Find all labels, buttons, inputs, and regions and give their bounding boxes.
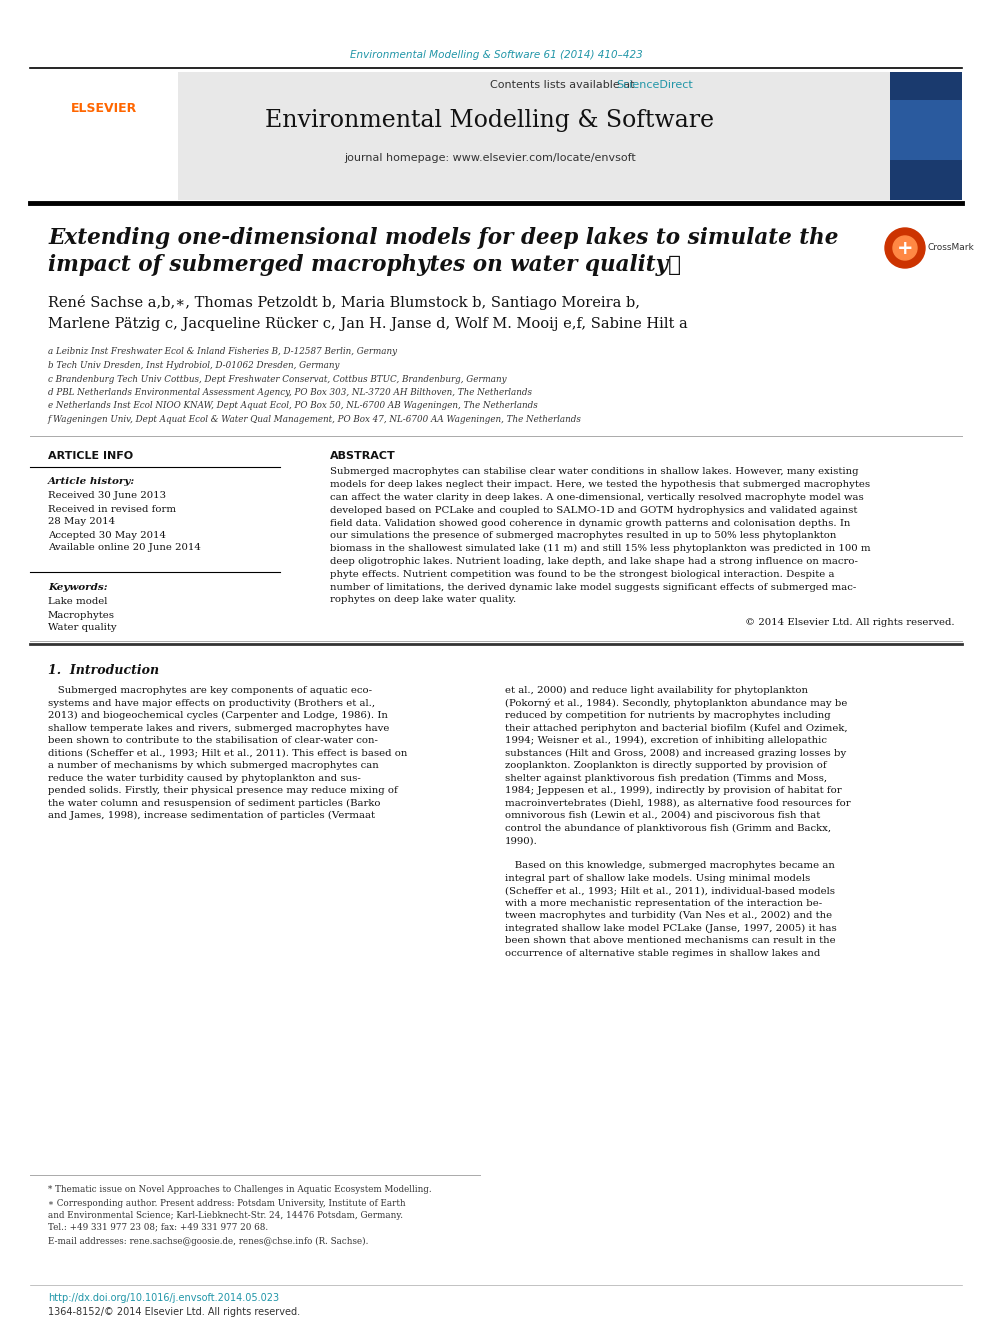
- Text: Accepted 30 May 2014: Accepted 30 May 2014: [48, 531, 166, 540]
- Text: biomass in the shallowest simulated lake (11 m) and still 15% less phytoplankton: biomass in the shallowest simulated lake…: [330, 544, 871, 553]
- Text: deep oligotrophic lakes. Nutrient loading, lake depth, and lake shape had a stro: deep oligotrophic lakes. Nutrient loadin…: [330, 557, 858, 566]
- Text: with a more mechanistic representation of the interaction be-: with a more mechanistic representation o…: [505, 898, 822, 908]
- Text: and James, 1998), increase sedimentation of particles (Vermaat: and James, 1998), increase sedimentation…: [48, 811, 375, 820]
- Text: Article history:: Article history:: [48, 478, 135, 487]
- Text: Environmental Modelling & Software 61 (2014) 410–423: Environmental Modelling & Software 61 (2…: [349, 50, 643, 60]
- Text: +: +: [897, 238, 914, 258]
- Text: Lake model: Lake model: [48, 598, 107, 606]
- Text: d PBL Netherlands Environmental Assessment Agency, PO Box 303, NL-3720 AH Biltho: d PBL Netherlands Environmental Assessme…: [48, 388, 532, 397]
- Text: René Sachse a,b,∗, Thomas Petzoldt b, Maria Blumstock b, Santiago Moreira b,: René Sachse a,b,∗, Thomas Petzoldt b, Ma…: [48, 295, 640, 310]
- Text: integral part of shallow lake models. Using minimal models: integral part of shallow lake models. Us…: [505, 873, 810, 882]
- Text: © 2014 Elsevier Ltd. All rights reserved.: © 2014 Elsevier Ltd. All rights reserved…: [745, 618, 955, 627]
- Text: phyte effects. Nutrient competition was found to be the strongest biological int: phyte effects. Nutrient competition was …: [330, 570, 834, 579]
- Text: (Pokorný et al., 1984). Secondly, phytoplankton abundance may be: (Pokorný et al., 1984). Secondly, phyto…: [505, 699, 847, 708]
- Text: models for deep lakes neglect their impact. Here, we tested the hypothesis that : models for deep lakes neglect their impa…: [330, 480, 870, 490]
- Text: been shown to contribute to the stabilisation of clear-water con-: been shown to contribute to the stabilis…: [48, 737, 378, 745]
- Text: Available online 20 June 2014: Available online 20 June 2014: [48, 544, 200, 553]
- Text: ∗ Corresponding author. Present address: Potsdam University, Institute of Earth: ∗ Corresponding author. Present address:…: [48, 1199, 406, 1208]
- Text: tween macrophytes and turbidity (Van Nes et al., 2002) and the: tween macrophytes and turbidity (Van Nes…: [505, 912, 832, 921]
- Text: Submerged macrophytes can stabilise clear water conditions in shallow lakes. How: Submerged macrophytes can stabilise clea…: [330, 467, 858, 476]
- Text: E-mail addresses: rene.sachse@goosie.de, renes@chse.info (R. Sachse).: E-mail addresses: rene.sachse@goosie.de,…: [48, 1237, 368, 1245]
- Text: rophytes on deep lake water quality.: rophytes on deep lake water quality.: [330, 595, 516, 605]
- Text: ditions (Scheffer et al., 1993; Hilt et al., 2011). This effect is based on: ditions (Scheffer et al., 1993; Hilt et …: [48, 749, 408, 758]
- Text: CrossMark: CrossMark: [928, 243, 975, 253]
- Text: b Tech Univ Dresden, Inst Hydrobiol, D-01062 Dresden, Germany: b Tech Univ Dresden, Inst Hydrobiol, D-0…: [48, 361, 339, 370]
- Text: macroinvertebrates (Diehl, 1988), as alternative food resources for: macroinvertebrates (Diehl, 1988), as alt…: [505, 799, 850, 808]
- Text: 1994; Weisner et al., 1994), excretion of inhibiting allelopathic: 1994; Weisner et al., 1994), excretion o…: [505, 736, 827, 745]
- Text: 28 May 2014: 28 May 2014: [48, 517, 115, 527]
- Text: our simulations the presence of submerged macrophytes resulted in up to 50% less: our simulations the presence of submerge…: [330, 532, 836, 541]
- Text: (Scheffer et al., 1993; Hilt et al., 2011), individual-based models: (Scheffer et al., 1993; Hilt et al., 201…: [505, 886, 835, 896]
- Bar: [890, 71, 962, 200]
- Text: Contents lists available at: Contents lists available at: [490, 79, 638, 90]
- Text: ELSEVIER: ELSEVIER: [70, 102, 137, 115]
- Circle shape: [885, 228, 925, 269]
- Text: 1984; Jeppesen et al., 1999), indirectly by provision of habitat for: 1984; Jeppesen et al., 1999), indirectly…: [505, 786, 841, 795]
- Text: zooplankton. Zooplankton is directly supported by provision of: zooplankton. Zooplankton is directly sup…: [505, 761, 826, 770]
- Text: Based on this knowledge, submerged macrophytes became an: Based on this knowledge, submerged macro…: [505, 861, 835, 871]
- Text: ARTICLE INFO: ARTICLE INFO: [48, 451, 133, 460]
- Text: reduced by competition for nutrients by macrophytes including: reduced by competition for nutrients by …: [505, 712, 830, 720]
- Text: 1.  Introduction: 1. Introduction: [48, 664, 159, 677]
- Text: Submerged macrophytes are key components of aquatic eco-: Submerged macrophytes are key components…: [48, 687, 372, 696]
- Text: Water quality: Water quality: [48, 623, 117, 632]
- Text: Keywords:: Keywords:: [48, 583, 107, 593]
- Text: Tel.: +49 331 977 23 08; fax: +49 331 977 20 68.: Tel.: +49 331 977 23 08; fax: +49 331 97…: [48, 1222, 268, 1232]
- Text: a number of mechanisms by which submerged macrophytes can: a number of mechanisms by which submerge…: [48, 761, 379, 770]
- Text: systems and have major effects on productivity (Brothers et al.,: systems and have major effects on produc…: [48, 699, 375, 708]
- Text: Received in revised form: Received in revised form: [48, 504, 177, 513]
- Text: Environmental Modelling & Software: Environmental Modelling & Software: [266, 108, 714, 131]
- Text: 2013) and biogeochemical cycles (Carpenter and Lodge, 1986). In: 2013) and biogeochemical cycles (Carpent…: [48, 712, 388, 720]
- Text: 1990).: 1990).: [505, 836, 538, 845]
- Text: been shown that above mentioned mechanisms can result in the: been shown that above mentioned mechanis…: [505, 937, 835, 946]
- Text: pended solids. Firstly, their physical presence may reduce mixing of: pended solids. Firstly, their physical p…: [48, 786, 398, 795]
- Text: Received 30 June 2013: Received 30 June 2013: [48, 492, 166, 500]
- Text: et al., 2000) and reduce light availability for phytoplankton: et al., 2000) and reduce light availabil…: [505, 687, 808, 696]
- Text: field data. Validation showed good coherence in dynamic growth patterns and colo: field data. Validation showed good coher…: [330, 519, 850, 528]
- Text: omnivorous fish (Lewin et al., 2004) and piscivorous fish that: omnivorous fish (Lewin et al., 2004) and…: [505, 811, 820, 820]
- Text: e Netherlands Inst Ecol NIOO KNAW, Dept Aquat Ecol, PO Box 50, NL-6700 AB Wageni: e Netherlands Inst Ecol NIOO KNAW, Dept …: [48, 401, 538, 410]
- Text: Macrophytes: Macrophytes: [48, 610, 115, 619]
- Text: journal homepage: www.elsevier.com/locate/envsoft: journal homepage: www.elsevier.com/locat…: [344, 153, 636, 163]
- Text: the water column and resuspension of sediment particles (Barko: the water column and resuspension of sed…: [48, 799, 381, 808]
- Text: shallow temperate lakes and rivers, submerged macrophytes have: shallow temperate lakes and rivers, subm…: [48, 724, 390, 733]
- Text: can affect the water clarity in deep lakes. A one-dimensional, vertically resolv: can affect the water clarity in deep lak…: [330, 493, 864, 503]
- Text: developed based on PCLake and coupled to SALMO-1D and GOTM hydrophysics and vali: developed based on PCLake and coupled to…: [330, 505, 857, 515]
- Text: a Leibniz Inst Freshwater Ecol & Inland Fisheries B, D-12587 Berlin, Germany: a Leibniz Inst Freshwater Ecol & Inland …: [48, 348, 397, 356]
- Text: substances (Hilt and Gross, 2008) and increased grazing losses by: substances (Hilt and Gross, 2008) and in…: [505, 749, 846, 758]
- Text: occurrence of alternative stable regimes in shallow lakes and: occurrence of alternative stable regimes…: [505, 949, 820, 958]
- Text: * Thematic issue on Novel Approaches to Challenges in Aquatic Ecosystem Modellin: * Thematic issue on Novel Approaches to …: [48, 1185, 432, 1195]
- Text: reduce the water turbidity caused by phytoplankton and sus-: reduce the water turbidity caused by phy…: [48, 774, 361, 783]
- Text: 1364-8152/© 2014 Elsevier Ltd. All rights reserved.: 1364-8152/© 2014 Elsevier Ltd. All right…: [48, 1307, 301, 1316]
- Text: Marlene Pätzig c, Jacqueline Rücker c, Jan H. Janse d, Wolf M. Mooij e,f, Sabine: Marlene Pätzig c, Jacqueline Rücker c, J…: [48, 318, 687, 331]
- Text: ABSTRACT: ABSTRACT: [330, 451, 396, 460]
- Text: shelter against planktivorous fish predation (Timms and Moss,: shelter against planktivorous fish preda…: [505, 774, 827, 783]
- Bar: [30, 71, 962, 200]
- Text: ScienceDirect: ScienceDirect: [616, 79, 692, 90]
- Text: number of limitations, the derived dynamic lake model suggests significant effec: number of limitations, the derived dynam…: [330, 582, 856, 591]
- Text: http://dx.doi.org/10.1016/j.envsoft.2014.05.023: http://dx.doi.org/10.1016/j.envsoft.2014…: [48, 1293, 279, 1303]
- Text: c Brandenburg Tech Univ Cottbus, Dept Freshwater Conservat, Cottbus BTUC, Brande: c Brandenburg Tech Univ Cottbus, Dept Fr…: [48, 374, 507, 384]
- Text: their attached periphyton and bacterial biofilm (Kufel and Ozimek,: their attached periphyton and bacterial …: [505, 724, 847, 733]
- Text: f Wageningen Univ, Dept Aquat Ecol & Water Qual Management, PO Box 47, NL-6700 A: f Wageningen Univ, Dept Aquat Ecol & Wat…: [48, 415, 582, 423]
- Text: integrated shallow lake model PCLake (Janse, 1997, 2005) it has: integrated shallow lake model PCLake (Ja…: [505, 923, 836, 933]
- Bar: [890, 101, 962, 160]
- Text: control the abundance of planktivorous fish (Grimm and Backx,: control the abundance of planktivorous f…: [505, 824, 831, 833]
- Text: and Environmental Science; Karl-Liebknecht-Str. 24, 14476 Potsdam, Germany.: and Environmental Science; Karl-Liebknec…: [48, 1211, 403, 1220]
- Bar: [30, 71, 178, 200]
- Text: Extending one-dimensional models for deep lakes to simulate the: Extending one-dimensional models for dee…: [48, 228, 838, 249]
- Text: impact of submerged macrophytes on water quality⋆: impact of submerged macrophytes on water…: [48, 254, 681, 277]
- Circle shape: [893, 235, 917, 261]
